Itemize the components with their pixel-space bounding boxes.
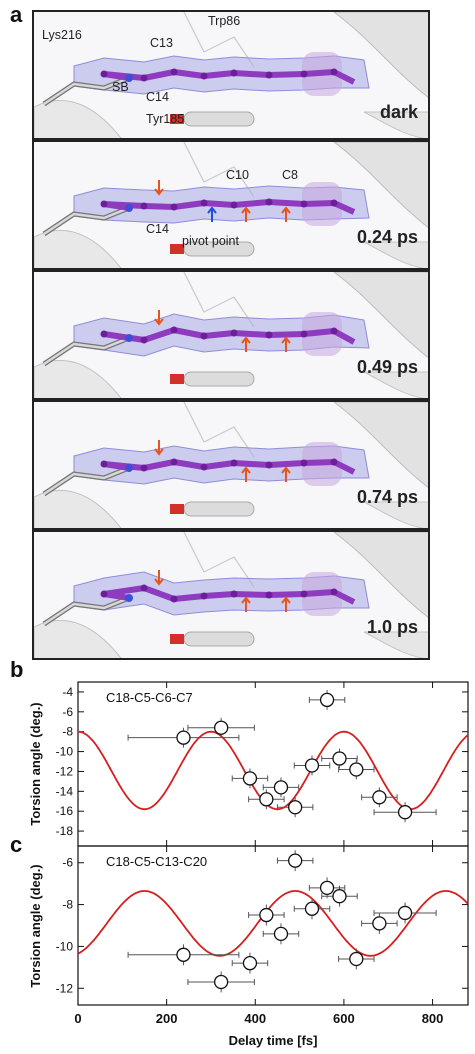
displacement-arrow: [241, 596, 251, 612]
data-point: [288, 853, 303, 868]
data-point: [349, 762, 364, 777]
y-tick-label: -12: [56, 764, 74, 778]
frame-time-label: 1.0 ps: [366, 617, 418, 637]
data-point: [259, 792, 274, 807]
atom-label-tyr: Tyr185: [146, 112, 185, 126]
chart-title: C18-C5-C13-C20: [106, 854, 207, 869]
y-tick-label: -14: [56, 784, 74, 798]
x-tick-label: 200: [156, 1011, 178, 1026]
displacement-arrow: [154, 180, 164, 196]
y-tick-label: -18: [56, 824, 74, 838]
atom-label-trp: Trp86: [208, 14, 241, 28]
panel-a-letter: a: [10, 2, 23, 27]
structure-frame: dark Lys216 Trp86 C13 SB C14 Tyr185: [32, 10, 430, 140]
plot-frame: [77, 845, 469, 1006]
y-tick-label: -8: [62, 725, 73, 739]
y-tick-label: -10: [56, 745, 74, 759]
y-axis-label: Torsion angle (deg.): [28, 864, 43, 987]
atom-label-c14b: C14: [146, 222, 169, 236]
displacement-arrow: [281, 336, 291, 352]
x-tick-label: 0: [74, 1011, 81, 1026]
data-point: [304, 758, 320, 773]
atom-label-c10: C10: [226, 168, 249, 182]
chart-title: C18-C5-C6-C7: [106, 690, 193, 705]
data-point: [259, 907, 274, 923]
data-point: [319, 880, 335, 895]
y-tick-label: -16: [56, 804, 74, 818]
structure-frame: 1.0 ps: [32, 530, 430, 660]
x-tick-label: 400: [244, 1011, 266, 1026]
y-tick-label: -10: [56, 939, 74, 953]
y-tick-label: -12: [56, 981, 74, 995]
atom-label-c13: C13: [150, 36, 173, 50]
data-point: [273, 926, 289, 942]
data-point: [397, 905, 413, 921]
atom-label-c8: C8: [282, 168, 298, 182]
displacement-arrow: [154, 310, 164, 326]
data-point: [332, 889, 347, 904]
x-axis-label: Delay time [fs]: [229, 1033, 318, 1048]
displacement-arrow: [281, 466, 291, 482]
y-tick-label: -4: [62, 685, 73, 699]
data-point: [332, 751, 347, 766]
data-point: [372, 916, 387, 931]
data-point: [273, 780, 289, 795]
atom-label-c14: C14: [146, 90, 169, 104]
data-point: [319, 692, 335, 708]
frame-time-label: 0.24 ps: [356, 227, 418, 247]
y-axis-label: Torsion angle (deg.): [28, 702, 43, 825]
frame-time-label: dark: [379, 102, 418, 122]
structure-frame: 0.74 ps: [32, 400, 430, 530]
displacement-arrow: [154, 570, 164, 586]
displacement-arrow: [154, 440, 164, 456]
frame-time-label: 0.74 ps: [356, 487, 418, 507]
data-point: [176, 947, 191, 962]
displacement-arrow: [281, 206, 291, 222]
fit-curve: [77, 890, 469, 957]
data-point: [213, 720, 229, 735]
plot-frame: [77, 681, 469, 847]
atom-label-sb: SB: [112, 80, 129, 94]
atom-label-lys: Lys216: [42, 28, 82, 42]
data-point: [349, 951, 364, 967]
data-point: [304, 901, 320, 916]
data-point: [213, 974, 229, 990]
data-point: [242, 771, 258, 786]
panel-letter: b: [10, 657, 23, 682]
data-point: [397, 805, 413, 820]
data-point: [288, 800, 303, 815]
pivot-arrow: [207, 206, 217, 222]
y-tick-label: -8: [62, 898, 73, 912]
data-point: [372, 790, 387, 805]
structure-frame: 0.49 ps: [32, 270, 430, 400]
data-point: [242, 956, 258, 971]
atom-label-pivot: pivot point: [182, 234, 239, 248]
y-tick-label: -6: [62, 705, 73, 719]
displacement-arrow: [241, 206, 251, 222]
x-tick-label: 600: [333, 1011, 355, 1026]
frame-time-label: 0.49 ps: [356, 357, 418, 377]
displacement-arrow: [241, 466, 251, 482]
data-point: [176, 730, 191, 745]
y-tick-label: -6: [62, 856, 73, 870]
displacement-arrow: [281, 596, 291, 612]
x-tick-label: 800: [422, 1011, 444, 1026]
displacement-arrow: [241, 336, 251, 352]
structure-frame: 0.24 ps C10 C8 C14 pivot point: [32, 140, 430, 270]
panel-letter: c: [10, 832, 22, 857]
